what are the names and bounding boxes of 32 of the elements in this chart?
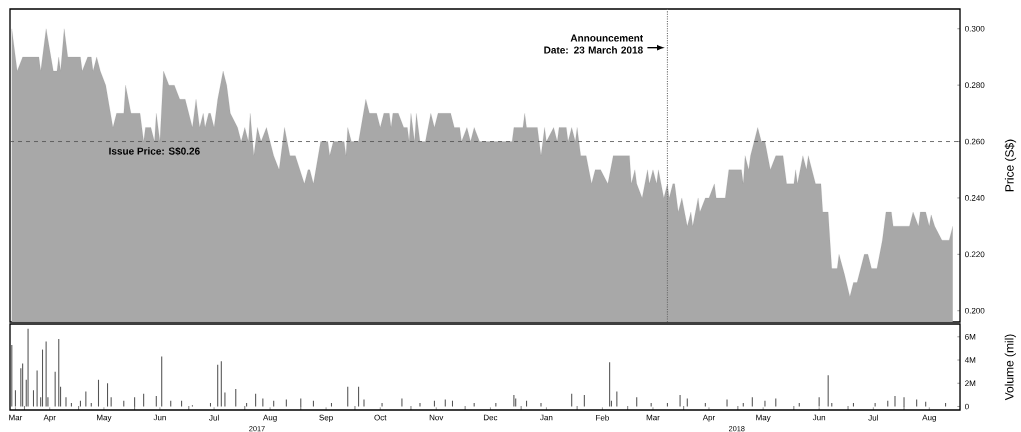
x-tick-label: Oct — [374, 414, 387, 421]
x-tick-label: Jul — [209, 414, 219, 421]
x-tick-label: Aug — [922, 414, 936, 422]
y-tick-label: 0 — [965, 403, 969, 410]
x-tick-label: May — [97, 414, 112, 422]
x-tick-label: Sep — [319, 414, 333, 422]
y-tick-label: 2M — [965, 380, 976, 387]
x-tick-label: Apr — [702, 414, 716, 422]
y-tick-label: 0.220 — [965, 251, 985, 258]
x-tick-label: Dec — [483, 414, 498, 421]
y-tick-label: 0.200 — [965, 307, 985, 314]
x-tick-label: Jan — [540, 414, 553, 421]
x-tick-label: Jul — [868, 414, 878, 421]
x-tick-label: Aug — [262, 414, 277, 422]
ref-line-label: Announcement Date: 23 March 2018 — [544, 34, 644, 54]
x-tick-label: Jun — [812, 414, 826, 421]
y-tick-label: 0.240 — [965, 195, 985, 201]
y-tick-label: 6M — [965, 333, 976, 340]
x-tick-label: Jun — [153, 414, 166, 421]
x-tick-label: Mar — [9, 414, 23, 421]
x-tick-label: Nov — [429, 414, 444, 421]
y-tick-label: 0.300 — [965, 25, 985, 32]
y-axis-title: Volume (mil) — [1004, 334, 1016, 401]
y-axis-title: Price (S$) — [1004, 139, 1017, 192]
x-tick-label: Mar — [646, 414, 660, 421]
y-tick-label: 4M — [964, 357, 976, 363]
x-tick-label: Apr — [43, 414, 56, 422]
x-tick-label: May — [756, 414, 771, 422]
x-tick-label: Feb — [596, 414, 609, 421]
ref-line-label: Issue Price: S$0.26 — [109, 147, 200, 156]
y-tick-label: 0.280 — [965, 82, 985, 88]
y-tick-label: 0.260 — [965, 138, 985, 145]
